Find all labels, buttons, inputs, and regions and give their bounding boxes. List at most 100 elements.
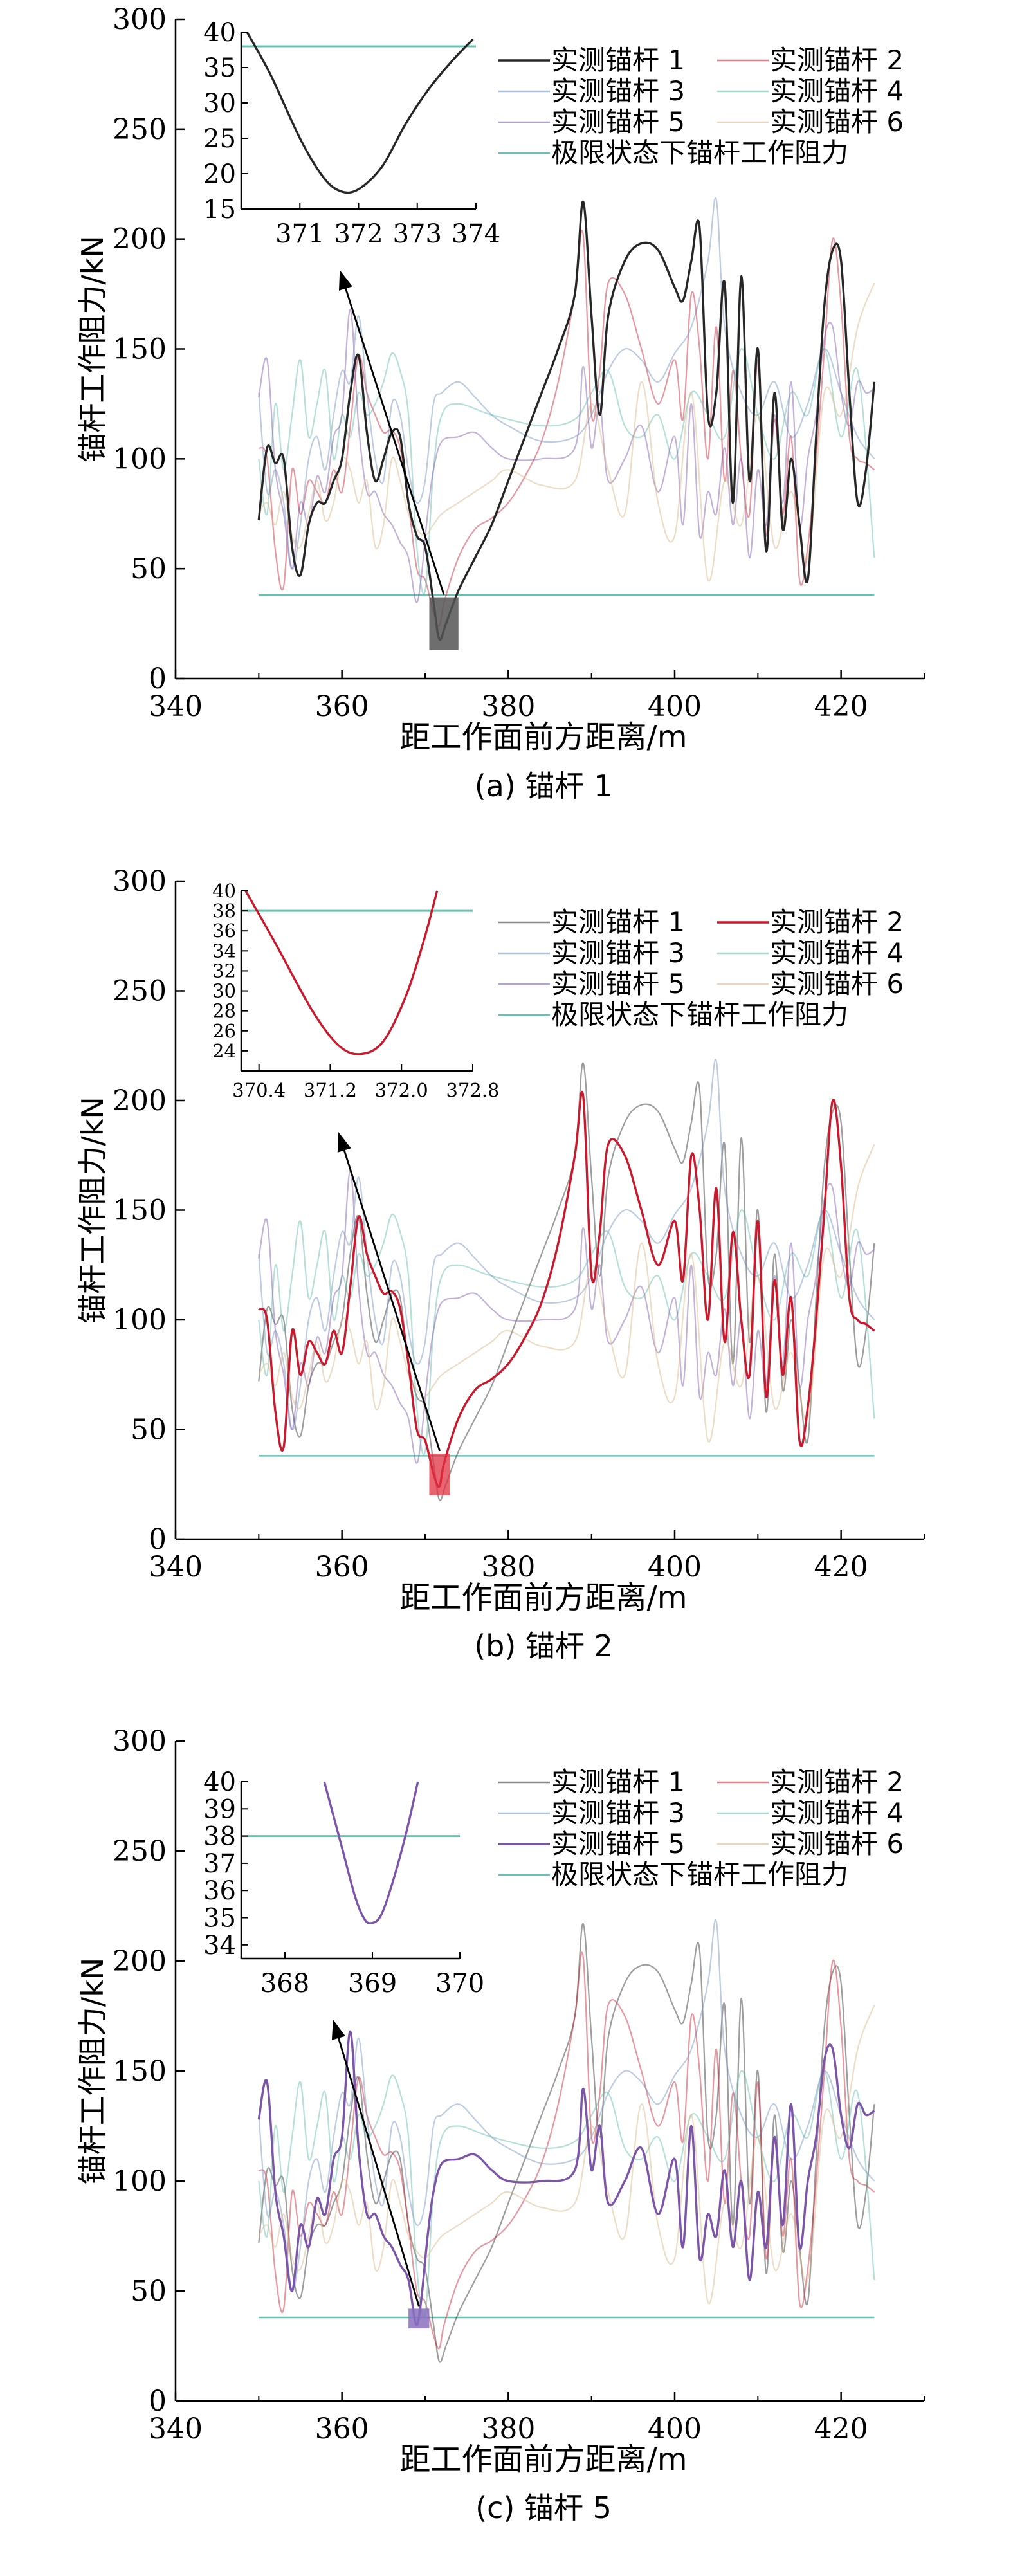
- inset-y-tick-label: 34: [203, 1931, 236, 1960]
- legend: 实测锚杆 1 实测锚杆 2 实测锚杆 3 实测锚杆 4 实测锚杆 5 实测锚杆 6极限状态…: [498, 906, 904, 1030]
- legend-label: 实测锚杆 5: [551, 1828, 685, 1859]
- series-line-anchor-6: [258, 282, 875, 582]
- chart-panel-3: 0 50 100 150 200 250 300 340 360 380 400 420 锚杆工作阻力/…: [75, 1725, 925, 2525]
- inset-curve: [244, 890, 439, 1055]
- series-line-anchor-1: [257, 200, 876, 641]
- panel-caption: (c) 锚杆 5: [475, 2490, 612, 2525]
- inset-x-tick-label: 371.2: [304, 1079, 357, 1101]
- y-tick-label: 50: [131, 1414, 167, 1447]
- y-tick-label: 50: [131, 553, 167, 585]
- legend-label: 实测锚杆 6: [770, 106, 904, 138]
- inset-y-tick-label: 25: [203, 124, 236, 154]
- zoom-arrow-head: [338, 270, 352, 291]
- inset-y-tick-label: 38: [203, 1822, 236, 1852]
- x-tick-label: 380: [481, 690, 535, 723]
- inset-y-tick-label: 34: [212, 940, 236, 962]
- y-tick-label: 0: [149, 2385, 167, 2418]
- legend-label: 极限状态下锚杆工作阻力: [551, 137, 848, 169]
- legend-label: 实测锚杆 6: [770, 968, 904, 1000]
- x-tick-label: 340: [149, 690, 203, 723]
- series-line-anchor-3: [258, 1919, 875, 2292]
- series-line-anchor-4: [258, 1209, 875, 1456]
- inset-y-tick-label: 32: [212, 960, 236, 982]
- zoom-box: [408, 2308, 430, 2329]
- series-line-anchor-4: [258, 2070, 875, 2317]
- y-tick-label: 100: [113, 2165, 167, 2198]
- zoom-box: [429, 1454, 450, 1495]
- legend-label: 实测锚杆 1: [551, 1766, 685, 1798]
- series-line-anchor-6: [258, 1144, 875, 1443]
- inset-y-tick-label: 38: [212, 900, 236, 922]
- series-line-anchor-5: [257, 2030, 875, 2326]
- zoom-arrow: [343, 283, 445, 596]
- inset-y-tick-label: 40: [203, 1768, 236, 1797]
- legend-label: 实测锚杆 2: [770, 906, 904, 938]
- y-tick-label: 150: [113, 333, 167, 366]
- inset-curve: [246, 32, 474, 194]
- y-axis-title: 锚杆工作阻力/kN: [75, 1097, 110, 1324]
- series-line-anchor-2: [258, 1951, 875, 2350]
- legend-label: 实测锚杆 5: [551, 106, 685, 138]
- legend-label: 实测锚杆 2: [770, 1766, 904, 1798]
- inset-y-tick-label: 26: [212, 1020, 236, 1042]
- inset-chart: 15 20 25 30 35 40 371 372 373 374: [203, 18, 500, 249]
- inset-y-tick-label: 40: [203, 18, 236, 48]
- y-tick-label: 0: [149, 662, 167, 695]
- inset-x-tick-label: 371: [275, 219, 324, 249]
- x-tick-label: 380: [481, 2413, 535, 2445]
- y-tick-label: 100: [113, 443, 167, 475]
- y-tick-label: 50: [131, 2275, 167, 2308]
- inset-y-tick-label: 28: [212, 1000, 236, 1022]
- x-tick-label: 340: [149, 2413, 203, 2445]
- inset-x-tick-label: 374: [452, 219, 500, 249]
- x-tick-label: 400: [648, 690, 702, 723]
- series-line-anchor-3: [258, 197, 875, 570]
- inset-x-tick-label: 372: [334, 219, 383, 249]
- inset-y-tick-label: 35: [203, 1904, 236, 1933]
- inset-x-tick-label: 369: [348, 1969, 397, 1998]
- legend-label: 实测锚杆 3: [551, 75, 685, 107]
- legend-label: 实测锚杆 4: [770, 75, 904, 107]
- x-tick-label: 400: [648, 2413, 702, 2445]
- y-tick-label: 250: [113, 1835, 167, 1868]
- legend-label: 实测锚杆 4: [770, 937, 904, 969]
- x-tick-label: 400: [648, 1551, 702, 1584]
- series-line-anchor-3: [258, 1059, 875, 1430]
- y-tick-label: 250: [113, 975, 167, 1008]
- y-axis-title: 锚杆工作阻力/kN: [75, 235, 110, 462]
- series-line-anchor-2: [257, 1090, 875, 1488]
- y-tick-label: 0: [149, 1523, 167, 1556]
- inset-y-tick-label: 20: [203, 160, 236, 189]
- y-tick-label: 150: [113, 1194, 167, 1227]
- inset-x-tick-label: 370.4: [232, 1079, 286, 1101]
- inset-y-tick-label: 30: [212, 980, 236, 1002]
- y-tick-label: 300: [113, 1725, 167, 1758]
- legend-label: 实测锚杆 4: [770, 1797, 904, 1829]
- zoom-arrow-head: [331, 2020, 345, 2040]
- inset-y-tick-label: 37: [203, 1849, 236, 1879]
- y-tick-label: 200: [113, 1084, 167, 1117]
- x-axis-title: 距工作面前方距离/m: [400, 1580, 688, 1616]
- legend-label: 实测锚杆 5: [551, 968, 685, 1000]
- x-tick-label: 340: [149, 1551, 203, 1584]
- x-axis-title: 距工作面前方距离/m: [400, 719, 688, 755]
- legend-label: 实测锚杆 1: [551, 44, 685, 76]
- chart-panel-1: 0 50 100 150 200 250 300 340 360 380 400 420 锚杆工作阻力/…: [75, 3, 925, 803]
- legend-label: 实测锚杆 1: [551, 906, 685, 938]
- zoom-arrow: [342, 1145, 441, 1452]
- inset-y-tick-label: 24: [212, 1040, 236, 1062]
- inset-curve: [323, 1781, 419, 1924]
- y-tick-label: 200: [113, 1945, 167, 1978]
- inset-y-tick-label: 35: [203, 53, 236, 83]
- legend: 实测锚杆 1 实测锚杆 2 实测锚杆 3 实测锚杆 4 实测锚杆 5 实测锚杆 6极限状态…: [498, 1766, 904, 1890]
- legend-label: 实测锚杆 6: [770, 1828, 904, 1859]
- inset-x-tick-label: 368: [260, 1969, 309, 1998]
- panel-caption: (a) 锚杆 1: [475, 769, 613, 803]
- inset-y-tick-label: 15: [203, 195, 236, 224]
- series-line-anchor-4: [258, 348, 875, 595]
- y-tick-label: 300: [113, 865, 167, 898]
- y-tick-label: 250: [113, 113, 167, 146]
- zoom-arrow-head: [337, 1132, 351, 1153]
